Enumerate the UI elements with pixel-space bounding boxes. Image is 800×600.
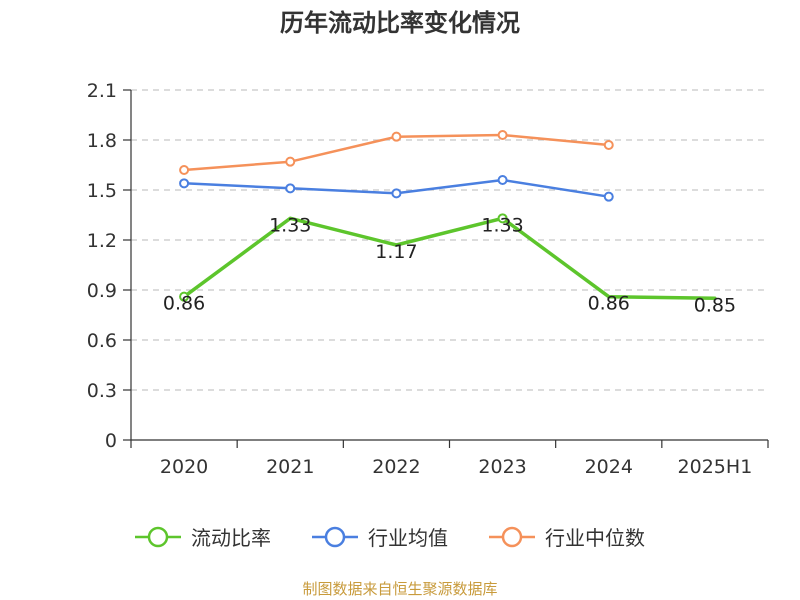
y-tick-label: 2.1 xyxy=(87,80,117,102)
data-point xyxy=(497,175,508,185)
x-tick-label: 2020 xyxy=(160,456,208,478)
series-lines xyxy=(179,130,717,302)
data-labels: 0.86 1.33 1.17 1.33 0.86 0.85 xyxy=(163,214,736,316)
x-tick-label: 2025H1 xyxy=(678,456,753,478)
data-label: 1.17 xyxy=(375,241,417,263)
y-tick-label: 0 xyxy=(105,430,117,452)
data-label: 0.86 xyxy=(588,293,630,315)
data-point xyxy=(179,178,190,189)
y-tick-label: 0.6 xyxy=(87,330,117,352)
data-label: 0.85 xyxy=(694,294,736,316)
data-point xyxy=(391,188,402,199)
y-tick-label: 0.3 xyxy=(87,380,117,402)
legend-item[interactable]: 行业中位数 xyxy=(489,526,645,550)
y-tick-label: 1.2 xyxy=(87,230,117,252)
data-point xyxy=(285,156,296,167)
legend-label: 行业中位数 xyxy=(545,526,645,550)
legend-item[interactable]: 行业均值 xyxy=(312,526,448,550)
legend-swatch-marker xyxy=(501,526,523,548)
x-tick-label: 2022 xyxy=(372,456,420,478)
data-point xyxy=(179,165,190,175)
y-tick-label: 1.8 xyxy=(87,130,117,152)
legend-swatch-marker xyxy=(147,526,169,548)
y-tick-label: 0.9 xyxy=(87,280,117,302)
data-point xyxy=(179,291,190,302)
legend-label: 流动比率 xyxy=(191,526,271,550)
source-note: 制图数据来自恒生聚源数据库 xyxy=(302,580,497,598)
data-point xyxy=(603,191,614,202)
data-point xyxy=(285,183,296,194)
axes: 0 0.3 0.6 0.9 1.2 1.5 1.8 2.1 2020 2021 2022 2023 20… xyxy=(87,80,769,478)
grid-lines xyxy=(131,89,768,391)
data-point xyxy=(391,131,402,142)
x-tick-label: 2023 xyxy=(478,456,526,478)
data-label: 1.33 xyxy=(269,214,311,236)
legend-swatch-marker xyxy=(324,526,346,548)
data-point xyxy=(497,213,508,224)
data-point xyxy=(497,130,508,140)
legend[interactable]: 流动比率 行业均值 行业中位数 xyxy=(135,526,645,550)
x-tick-label: 2024 xyxy=(585,456,633,478)
data-label: 1.33 xyxy=(481,214,523,236)
legend-label: 行业均值 xyxy=(368,526,448,550)
series-line-0 xyxy=(182,216,717,301)
y-tick-label: 1.5 xyxy=(87,180,117,202)
data-point xyxy=(603,140,614,150)
chart-title: 历年流动比率变化情况 xyxy=(280,9,520,37)
x-tick-label: 2021 xyxy=(266,456,314,478)
data-label: 0.86 xyxy=(163,293,205,315)
legend-item[interactable]: 流动比率 xyxy=(135,526,271,550)
